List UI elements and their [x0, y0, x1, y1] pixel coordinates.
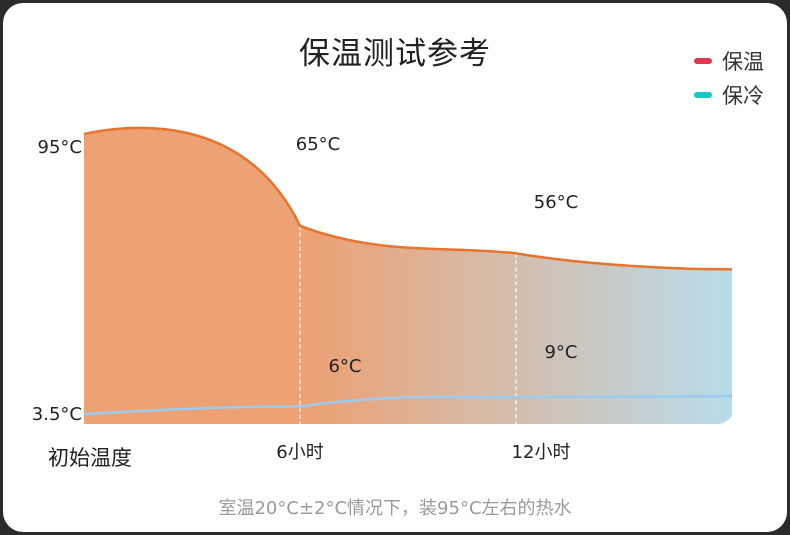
x-tick-label-initial: 初始温度 — [48, 446, 132, 470]
x-tick-label-6h: 6小时 — [276, 442, 323, 463]
keep-cold-line — [83, 394, 733, 416]
legend-label-keep-warm: 保温 — [722, 50, 764, 74]
legend-item-keep-cold: 保冷 — [694, 78, 764, 112]
legend-swatch-keep-warm — [694, 58, 712, 64]
legend-item-keep-warm: 保温 — [694, 44, 764, 78]
temperature-area — [84, 127, 732, 424]
keep-warm-line — [83, 126, 733, 271]
keep-cold-label-0h: 3.5°C — [32, 404, 82, 425]
keep-cold-label-6h: 6°C — [328, 356, 361, 377]
legend: 保温 保冷 — [694, 44, 764, 112]
keep-warm-label-12h: 56°C — [534, 192, 578, 213]
keep-cold-label-12h: 9°C — [544, 342, 577, 363]
chart-title: 保温测试参考 — [299, 36, 491, 72]
keep-warm-label-6h: 65°C — [296, 134, 340, 155]
keep-warm-label-0h: 95°C — [38, 137, 82, 158]
legend-label-keep-cold: 保冷 — [722, 84, 764, 108]
legend-swatch-keep-cold — [694, 92, 712, 98]
test-note: 室温20°C±2°C情况下，装95°C左右的热水 — [218, 498, 572, 519]
x-tick-label-12h: 12小时 — [512, 442, 571, 463]
